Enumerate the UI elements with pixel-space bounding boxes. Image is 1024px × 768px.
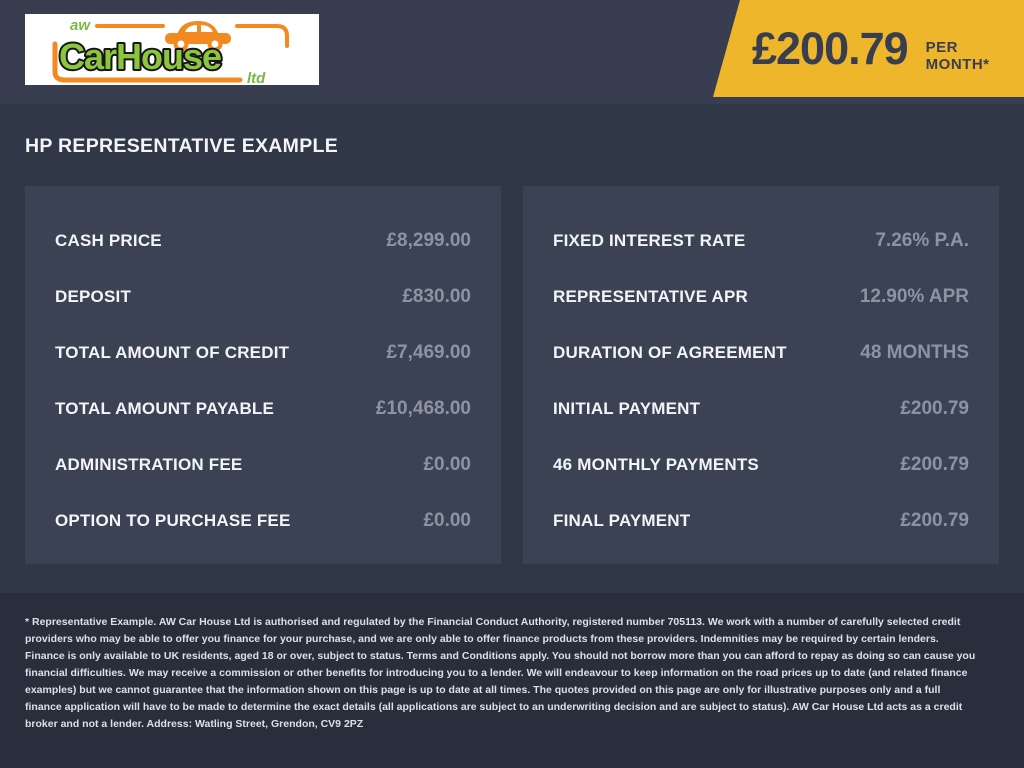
table-row: 46 MONTHLY PAYMENTS £200.79 — [553, 437, 969, 493]
finance-value: 12.90% APR — [859, 286, 969, 307]
finance-example-section: HP REPRESENTATIVE EXAMPLE CASH PRICE £8,… — [0, 104, 1024, 593]
table-row: TOTAL AMOUNT OF CREDIT £7,469.00 — [55, 325, 471, 381]
table-row: INITIAL PAYMENT £200.79 — [553, 381, 969, 437]
finance-panels: CASH PRICE £8,299.00 DEPOSIT £830.00 TOT… — [25, 186, 999, 564]
finance-value: £830.00 — [402, 286, 471, 307]
finance-value: 7.26% P.A. — [875, 230, 969, 251]
table-row: OPTION TO PURCHASE FEE £0.00 — [55, 493, 471, 549]
table-row: FINAL PAYMENT £200.79 — [553, 493, 969, 549]
dealer-logo[interactable]: aw CarHouse ltd — [25, 14, 319, 87]
table-row: ADMINISTRATION FEE £0.00 — [55, 437, 471, 493]
finance-label: CASH PRICE — [55, 231, 162, 250]
finance-panel-left: CASH PRICE £8,299.00 DEPOSIT £830.00 TOT… — [25, 186, 501, 564]
table-row: REPRESENTATIVE APR 12.90% APR — [553, 269, 969, 325]
finance-value: 48 MONTHS — [860, 342, 969, 363]
finance-value: £200.79 — [900, 398, 969, 419]
page-header: aw CarHouse ltd £200.79 PER MONTH* — [0, 0, 1024, 104]
monthly-price: £200.79 — [752, 22, 909, 74]
finance-label: DURATION OF AGREEMENT — [553, 343, 787, 362]
logo-right-hook-line — [235, 24, 289, 48]
finance-label: DEPOSIT — [55, 287, 132, 306]
finance-value: £10,468.00 — [375, 398, 471, 419]
monthly-price-period: PER MONTH* — [925, 38, 990, 73]
finance-label: OPTION TO PURCHASE FEE — [55, 511, 291, 530]
finance-value: £0.00 — [423, 454, 471, 475]
finance-label: TOTAL AMOUNT OF CREDIT — [55, 343, 290, 362]
finance-label: TOTAL AMOUNT PAYABLE — [55, 399, 275, 418]
carhouse-logo-graphic: aw CarHouse ltd — [52, 17, 289, 87]
finance-value: £8,299.00 — [386, 230, 471, 251]
car-icon — [165, 21, 231, 52]
finance-label: 46 MONTHLY PAYMENTS — [553, 455, 759, 474]
finance-label: FINAL PAYMENT — [553, 511, 691, 530]
table-row: FIXED INTEREST RATE 7.26% P.A. — [553, 213, 969, 269]
legal-disclaimer-section: * Representative Example. AW Car House L… — [0, 593, 1024, 768]
finance-label: FIXED INTEREST RATE — [553, 231, 746, 250]
table-row: DURATION OF AGREEMENT 48 MONTHS — [553, 325, 969, 381]
logo-main-text: CarHouse — [59, 36, 221, 77]
finance-label: REPRESENTATIVE APR — [553, 287, 749, 306]
finance-value: £7,469.00 — [386, 342, 471, 363]
table-row: DEPOSIT £830.00 — [55, 269, 471, 325]
legal-disclaimer-text: * Representative Example. AW Car House L… — [25, 616, 976, 730]
table-row: TOTAL AMOUNT PAYABLE £10,468.00 — [55, 381, 471, 437]
logo-aw-text: aw — [70, 17, 91, 34]
finance-label: INITIAL PAYMENT — [553, 399, 701, 418]
finance-value: £200.79 — [900, 454, 969, 475]
finance-value: £200.79 — [900, 510, 969, 531]
logo-ltd-text: ltd — [247, 70, 266, 85]
logo-bottom-bracket-line — [52, 41, 243, 83]
finance-panel-right: FIXED INTEREST RATE 7.26% P.A. REPRESENT… — [523, 186, 999, 564]
finance-value: £0.00 — [423, 510, 471, 531]
page-title: HP REPRESENTATIVE EXAMPLE — [25, 135, 339, 157]
finance-label: ADMINISTRATION FEE — [55, 455, 243, 474]
price-ribbon: £200.79 PER MONTH* — [713, 0, 1024, 97]
table-row: CASH PRICE £8,299.00 — [55, 213, 471, 269]
